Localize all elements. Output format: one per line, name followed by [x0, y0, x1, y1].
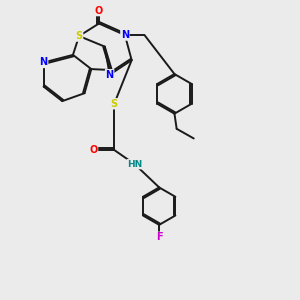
- Text: O: O: [89, 145, 98, 155]
- Text: O: O: [95, 6, 103, 16]
- Text: HN: HN: [127, 160, 142, 169]
- Text: S: S: [111, 99, 118, 109]
- Text: S: S: [76, 31, 82, 41]
- Text: N: N: [121, 30, 129, 40]
- Text: F: F: [156, 232, 163, 242]
- Text: N: N: [106, 70, 114, 80]
- Text: N: N: [40, 58, 48, 68]
